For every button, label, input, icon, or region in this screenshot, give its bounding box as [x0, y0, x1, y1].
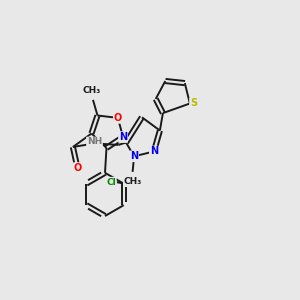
Text: N: N	[119, 132, 127, 142]
Text: S: S	[190, 98, 197, 109]
Text: CH₃: CH₃	[124, 177, 142, 186]
Text: N: N	[130, 151, 138, 161]
Text: NH: NH	[87, 137, 102, 146]
Text: Cl: Cl	[106, 178, 116, 187]
Text: CH₃: CH₃	[82, 86, 100, 95]
Text: O: O	[114, 113, 122, 123]
Text: O: O	[74, 163, 82, 173]
Text: N: N	[150, 146, 158, 157]
